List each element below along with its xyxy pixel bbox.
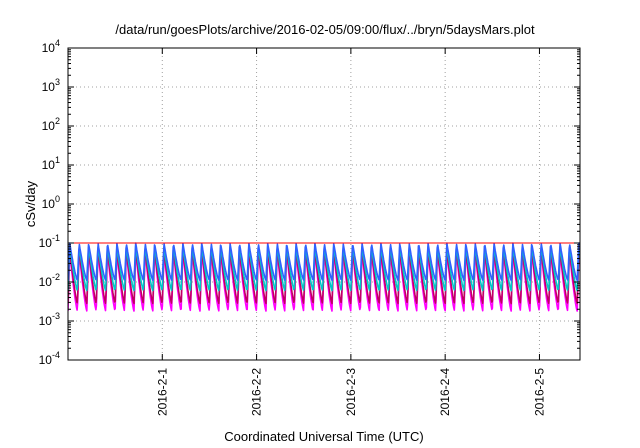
y-tick-label: 10-4 — [39, 350, 60, 367]
plot-area — [68, 242, 580, 312]
y-tick-label: 10-1 — [39, 233, 60, 250]
chart-title: /data/run/goesPlots/archive/2016-02-05/0… — [115, 22, 535, 37]
x-axis-label: Coordinated Universal Time (UTC) — [224, 429, 423, 444]
x-tick-label: 2016-2-1 — [155, 368, 169, 416]
x-tick-label: 2016-2-5 — [532, 368, 546, 416]
axis-ticks: 10-4 10-3 10-2 10-1 100 101 102 103 104 2016-2-1 2… — [39, 38, 580, 416]
x-tick-label: 2016-2-2 — [250, 368, 264, 416]
grid — [68, 47, 580, 361]
y-tick-label: 10-3 — [39, 311, 60, 328]
x-tick-label: 2016-2-3 — [344, 368, 358, 416]
y-tick-label: 100 — [42, 194, 60, 211]
x-tick-label: 2016-2-4 — [438, 368, 452, 416]
y-tick-label: 104 — [42, 38, 60, 55]
y-tick-label: 101 — [42, 155, 60, 172]
y-tick-label: 103 — [42, 77, 60, 94]
y-tick-label: 102 — [42, 116, 60, 133]
y-tick-label: 10-2 — [39, 272, 60, 289]
series-line-3 — [68, 242, 580, 282]
y-axis-label: cSv/day — [23, 180, 38, 227]
